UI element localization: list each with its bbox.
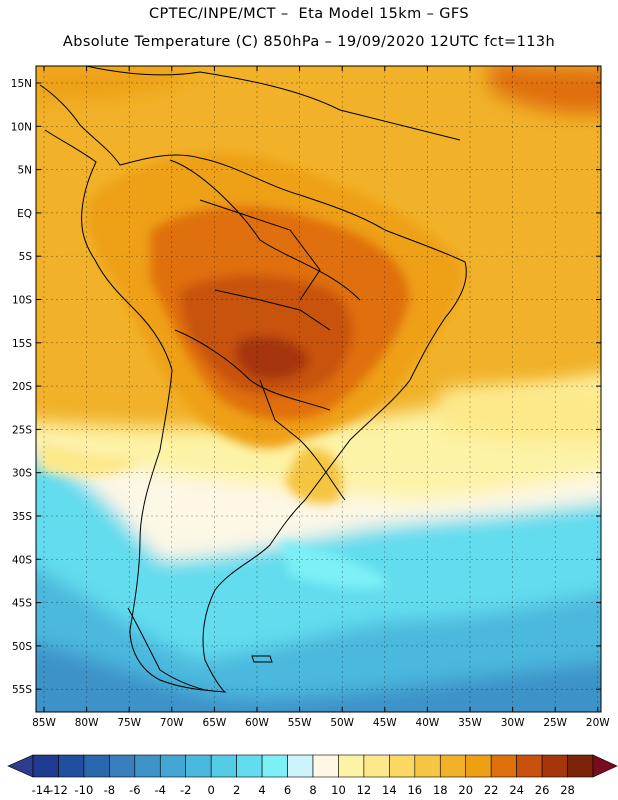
colorbar-swatch xyxy=(185,754,212,778)
colorbar-swatch xyxy=(363,754,390,778)
longitude-label: 20W xyxy=(586,717,610,729)
colorbar-label: 16 xyxy=(407,783,422,797)
longitude-axis: 85W 80W 75W 70W 65W 60W 55W 50W 45W 40W 35W 30W 25W 2… xyxy=(32,717,610,729)
latitude-label: EQ xyxy=(17,208,32,220)
longitude-label: 65W xyxy=(203,717,227,729)
longitude-label: 35W xyxy=(458,717,482,729)
latitude-label: 20S xyxy=(12,381,32,393)
colorbar xyxy=(7,754,618,778)
latitude-label: 30S xyxy=(12,468,32,480)
colorbar-labels: -14-12 -10 -8 -6 -4 -2 0 2 4 6 8 10 12 14 16 18 20 22 24 26… xyxy=(32,783,575,797)
colorbar-label: -10 xyxy=(75,783,94,797)
latitude-label: 35S xyxy=(12,511,32,523)
colorbar-label: 28 xyxy=(560,783,575,797)
colorbar-swatch xyxy=(287,754,314,778)
colorbar-swatch xyxy=(465,754,492,778)
longitude-label: 75W xyxy=(117,717,141,729)
latitude-label: 10S xyxy=(12,295,32,307)
colorbar-high-arrow xyxy=(592,754,618,778)
colorbar-label: -4 xyxy=(155,783,166,797)
latitude-label: 15N xyxy=(11,78,32,90)
latitude-label: 55S xyxy=(12,684,32,696)
longitude-label: 85W xyxy=(32,717,56,729)
colorbar-label: 6 xyxy=(284,783,291,797)
colorbar-swatch xyxy=(490,754,517,778)
colorbar-swatch xyxy=(109,754,136,778)
latitude-label: 5N xyxy=(17,165,32,177)
colorbar-label: 10 xyxy=(331,783,346,797)
latitude-label: 50S xyxy=(12,641,32,653)
axis-ticks xyxy=(36,66,601,712)
longitude-label: 70W xyxy=(160,717,184,729)
colorbar-label: 8 xyxy=(309,783,316,797)
colorbar-swatch xyxy=(541,754,568,778)
colorbar-low-arrow xyxy=(7,754,34,778)
colorbar-label: 22 xyxy=(484,783,499,797)
coastline-overlay xyxy=(39,66,467,693)
chart-subtitle: Absolute Temperature (C) 850hPa – 19/09/… xyxy=(62,34,556,50)
colorbar-swatch xyxy=(83,754,110,778)
colorbar-swatch xyxy=(32,754,59,778)
colorbar-swatch xyxy=(134,754,161,778)
longitude-label: 25W xyxy=(543,717,567,729)
colorbar-label: -6 xyxy=(129,783,140,797)
colorbar-swatch xyxy=(236,754,263,778)
map-frame xyxy=(35,65,602,713)
colorbar-label: 4 xyxy=(258,783,265,797)
longitude-label: 45W xyxy=(373,717,397,729)
colorbar-swatch xyxy=(567,754,594,778)
colorbar-label: 24 xyxy=(509,783,524,797)
latitude-label: 5S xyxy=(19,251,33,263)
colorbar-label: 20 xyxy=(458,783,473,797)
colorbar-swatch xyxy=(261,754,288,778)
longitude-label: 50W xyxy=(330,717,354,729)
colorbar-swatch xyxy=(338,754,365,778)
colorbar-swatch xyxy=(312,754,339,778)
colorbar-label: 26 xyxy=(535,783,550,797)
colorbar-swatch xyxy=(389,754,416,778)
longitude-label: 30W xyxy=(501,717,525,729)
colorbar-swatch xyxy=(439,754,467,778)
chart-title: CPTEC/INPE/MCT – Eta Model 15km – GFS xyxy=(148,6,470,22)
graticule xyxy=(36,66,601,712)
colorbar-swatch xyxy=(516,754,543,778)
colorbar-label: 12 xyxy=(357,783,372,797)
colorbar-label: 18 xyxy=(433,783,448,797)
colorbar-label: 14 xyxy=(382,783,397,797)
longitude-label: 40W xyxy=(416,717,440,729)
latitude-label: 15S xyxy=(12,338,32,350)
latitude-label: 25S xyxy=(12,424,32,436)
temperature-field xyxy=(36,66,601,712)
longitude-label: 55W xyxy=(288,717,312,729)
latitude-axis: 15N 10N 5N EQ 5S 10S 15S 20S 25S 30S 35S 40S 45S 50S 5… xyxy=(11,78,33,696)
colorbar-swatch xyxy=(210,754,237,778)
colorbar-label: 2 xyxy=(233,783,240,797)
longitude-label: 80W xyxy=(75,717,99,729)
latitude-label: 40S xyxy=(12,554,32,566)
latitude-label: 10N xyxy=(11,121,32,133)
colorbar-swatch xyxy=(58,754,85,778)
longitude-label: 60W xyxy=(245,717,269,729)
latitude-label: 45S xyxy=(12,598,32,610)
colorbar-label: -12 xyxy=(49,783,68,797)
colorbar-swatch xyxy=(159,754,187,778)
colorbar-label: -2 xyxy=(180,783,191,797)
colorbar-label: -8 xyxy=(104,783,115,797)
colorbar-swatch xyxy=(414,754,441,778)
colorbar-label: -14 xyxy=(32,783,51,797)
colorbar-label: 0 xyxy=(208,783,215,797)
